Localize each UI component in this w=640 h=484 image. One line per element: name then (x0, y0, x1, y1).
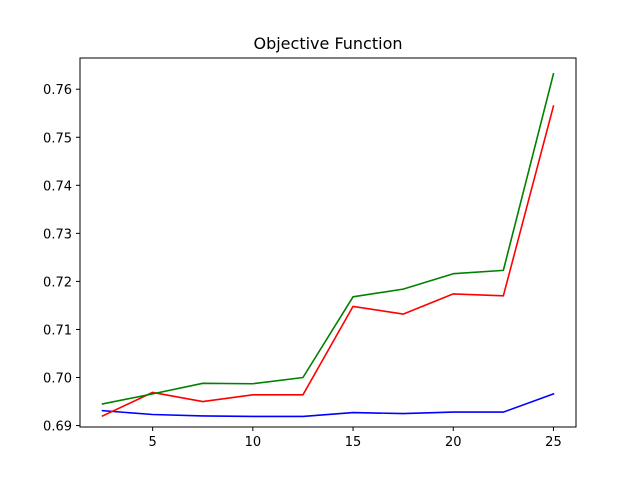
axes-layer: 5 10 15 20 25 0.69 0.70 0.71 0.72 0.73 0.74 0.75 0.7… (43, 57, 577, 450)
y-tick-label: 0.69 (43, 420, 72, 435)
series-line-2 (101, 105, 555, 418)
y-tick-label: 0.76 (43, 83, 72, 98)
axes-frame (79, 57, 577, 428)
series-line-1 (101, 392, 555, 418)
y-tick-label: 0.70 (43, 372, 72, 387)
x-tick-label: 10 (245, 435, 262, 450)
y-tick-label: 0.72 (43, 275, 72, 290)
y-tick-label: 0.75 (43, 131, 72, 146)
x-tick-label: 20 (445, 435, 462, 450)
x-tick-label: 15 (345, 435, 362, 450)
series-layer (101, 72, 555, 418)
y-tick-label: 0.74 (43, 179, 72, 194)
chart-title: Objective Function (253, 34, 402, 53)
series-line-3 (101, 72, 555, 405)
x-tick-label: 25 (545, 435, 562, 450)
y-tick-label: 0.73 (43, 227, 72, 242)
y-tick-label: 0.71 (43, 323, 72, 338)
x-tick-label: 5 (149, 435, 157, 450)
